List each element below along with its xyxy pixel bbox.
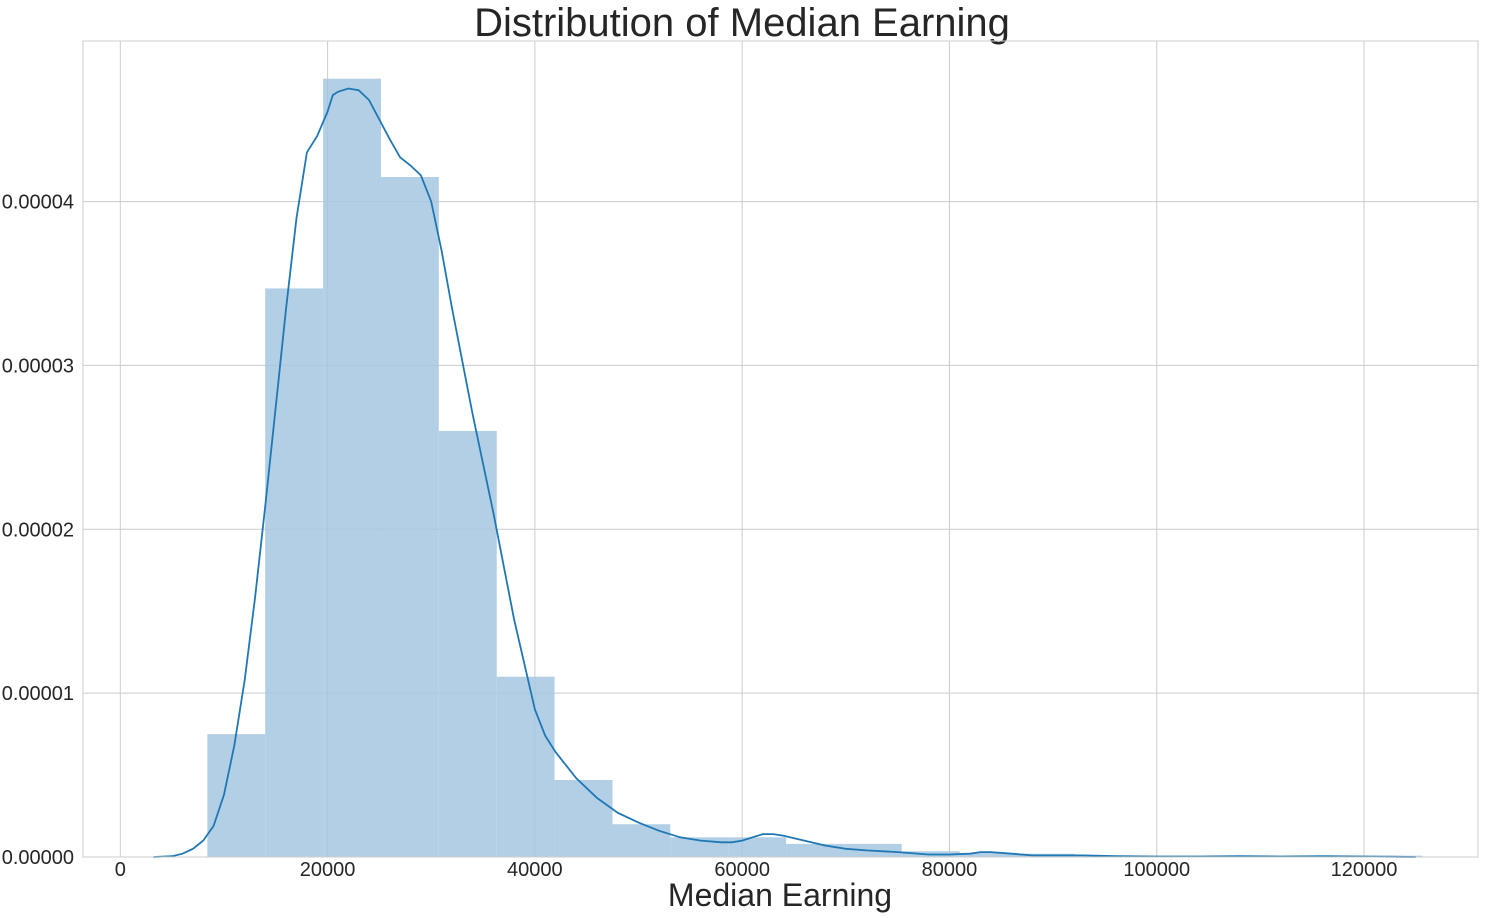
histogram-bar <box>612 824 671 857</box>
x-tick-label: 40000 <box>507 859 563 881</box>
kde-line <box>153 87 1416 858</box>
y-tick-label: 0.00001 <box>2 683 74 705</box>
histogram-bar <box>786 843 844 857</box>
x-tick-label: 100000 <box>1123 859 1190 881</box>
x-tick-label: 60000 <box>714 859 770 881</box>
histogram-bar <box>496 676 555 857</box>
x-tick-labels: 0 20000 40000 60000 80000 100000 120000 <box>115 859 1398 881</box>
histogram-bar <box>265 288 324 857</box>
histogram-bar <box>438 430 497 857</box>
y-tick-label: 0.00003 <box>2 355 74 377</box>
density-curve <box>153 87 1416 858</box>
x-tick-label: 0 <box>115 859 126 881</box>
histogram-bar <box>380 177 439 857</box>
histogram-bar <box>728 837 787 857</box>
x-tick-label: 120000 <box>1331 859 1398 881</box>
y-tick-labels: 0.00000 0.00001 0.00002 0.00003 0.00004 <box>2 192 74 869</box>
histogram-bars <box>207 78 1423 857</box>
plot-frame <box>82 40 1479 858</box>
y-tick-label: 0.00002 <box>2 519 74 541</box>
chart-title: Distribution of Median Earning <box>474 1 1010 45</box>
histogram-bar <box>323 78 381 857</box>
y-tick-label: 0.00000 <box>2 847 74 869</box>
histogram-bar <box>207 734 266 857</box>
x-tick-label: 20000 <box>300 859 356 881</box>
x-axis-label: Median Earning <box>668 877 892 913</box>
y-tick-label: 0.00004 <box>2 192 74 214</box>
x-tick-label: 80000 <box>922 859 978 881</box>
histogram-bar <box>554 779 613 857</box>
histogram-bar <box>959 852 1018 857</box>
